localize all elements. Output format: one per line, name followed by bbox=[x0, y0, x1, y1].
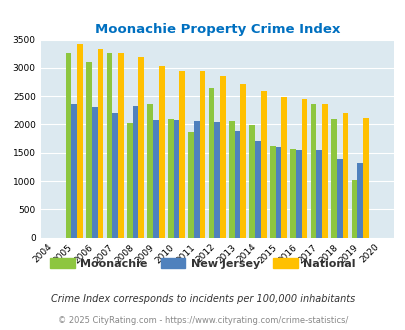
Bar bbox=[301, 99, 307, 238]
Bar bbox=[240, 84, 245, 238]
Bar bbox=[132, 106, 138, 238]
Bar bbox=[199, 71, 205, 238]
Text: Crime Index corresponds to incidents per 100,000 inhabitants: Crime Index corresponds to incidents per… bbox=[51, 294, 354, 304]
Bar bbox=[66, 52, 71, 238]
Text: © 2025 CityRating.com - https://www.cityrating.com/crime-statistics/: © 2025 CityRating.com - https://www.city… bbox=[58, 316, 347, 325]
Bar bbox=[269, 146, 275, 238]
Bar bbox=[321, 104, 327, 238]
Bar bbox=[208, 88, 214, 238]
Bar bbox=[249, 125, 255, 238]
Bar bbox=[188, 132, 194, 238]
Bar bbox=[147, 104, 153, 238]
Bar bbox=[214, 122, 220, 238]
Bar bbox=[118, 53, 124, 238]
Title: Moonachie Property Crime Index: Moonachie Property Crime Index bbox=[94, 23, 339, 36]
Bar bbox=[275, 147, 281, 238]
Bar bbox=[71, 104, 77, 238]
Bar bbox=[255, 141, 260, 238]
Bar bbox=[295, 150, 301, 238]
Bar bbox=[179, 71, 185, 238]
Bar bbox=[97, 49, 103, 238]
Bar bbox=[127, 123, 132, 238]
Bar bbox=[315, 150, 321, 238]
Bar bbox=[281, 97, 286, 238]
Bar bbox=[194, 121, 199, 238]
Bar bbox=[153, 120, 158, 238]
Bar bbox=[138, 56, 144, 238]
Bar bbox=[330, 119, 336, 238]
Bar bbox=[290, 149, 295, 238]
Bar bbox=[167, 119, 173, 238]
Bar bbox=[173, 120, 179, 238]
Bar bbox=[77, 44, 83, 238]
Bar bbox=[351, 181, 356, 238]
Bar bbox=[260, 91, 266, 238]
Bar bbox=[310, 104, 315, 238]
Bar bbox=[92, 107, 97, 238]
Bar bbox=[112, 113, 118, 238]
Legend: Moonachie, New Jersey, National: Moonachie, New Jersey, National bbox=[45, 254, 360, 273]
Bar bbox=[86, 62, 92, 238]
Bar bbox=[220, 76, 225, 238]
Bar bbox=[342, 113, 347, 238]
Bar bbox=[106, 53, 112, 238]
Bar bbox=[356, 163, 362, 238]
Bar bbox=[362, 118, 368, 238]
Bar bbox=[336, 159, 342, 238]
Bar bbox=[228, 121, 234, 238]
Bar bbox=[158, 66, 164, 238]
Bar bbox=[234, 131, 240, 238]
